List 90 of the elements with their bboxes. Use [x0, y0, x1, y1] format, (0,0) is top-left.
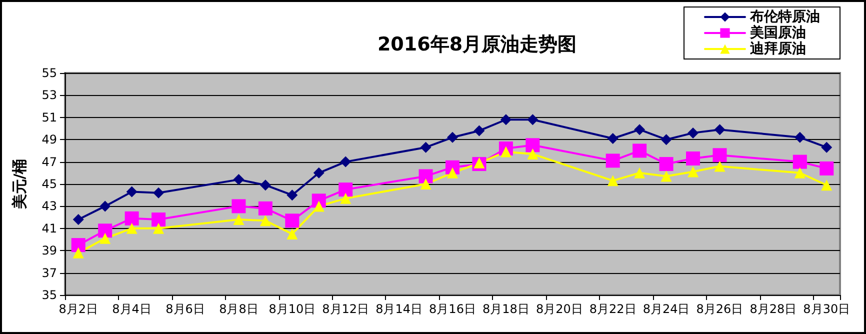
point	[340, 192, 352, 204]
point	[153, 187, 164, 198]
x-tick-label: 8月2日	[58, 302, 98, 316]
legend-label: 布伦特原油	[749, 9, 820, 25]
x-tick-label: 8月20日	[536, 302, 583, 316]
point	[232, 199, 246, 214]
x-tick-label: 8月10日	[268, 302, 316, 316]
y-tick-label: 49	[42, 132, 57, 147]
point	[233, 214, 244, 226]
x-tick-label: 8月26日	[696, 302, 744, 316]
point	[794, 167, 806, 178]
point	[500, 114, 512, 126]
legend-label: 迪拜原油	[749, 41, 806, 57]
x-tick-label: 8月22日	[589, 302, 636, 316]
point	[338, 182, 353, 197]
point	[420, 142, 432, 153]
point	[527, 148, 538, 160]
point	[527, 114, 538, 126]
point	[153, 222, 164, 234]
point	[124, 211, 139, 226]
point	[72, 247, 84, 258]
y-tick-label: 55	[42, 66, 57, 80]
x-tick-label: 8月28日	[750, 302, 797, 316]
point	[500, 146, 512, 158]
x-tick-label: 8月6日	[166, 302, 205, 316]
point	[258, 201, 272, 216]
point	[474, 157, 485, 168]
point	[607, 132, 618, 144]
point	[714, 160, 726, 172]
point	[152, 212, 166, 227]
y-tick-label: 35	[42, 288, 57, 302]
point	[606, 154, 620, 168]
point	[526, 138, 540, 152]
point	[286, 190, 298, 201]
y-tick-label: 43	[42, 199, 57, 214]
point	[474, 125, 485, 136]
point	[688, 127, 699, 138]
point	[686, 151, 700, 166]
point	[634, 167, 646, 178]
x-tick-label: 8月24日	[642, 302, 690, 316]
point	[660, 170, 672, 182]
point	[418, 169, 433, 184]
y-tick-label: 37	[42, 266, 57, 280]
chart-title: 2016年8月原油走势图	[377, 34, 577, 56]
point	[340, 156, 352, 168]
point	[100, 232, 111, 244]
x-tick-label: 8月8日	[219, 302, 258, 316]
point	[820, 161, 834, 176]
point	[233, 174, 244, 186]
y-tick-label: 39	[42, 244, 57, 258]
x-tick-label: 8月30日	[803, 302, 850, 316]
point	[98, 224, 112, 238]
point	[126, 186, 138, 198]
point	[659, 157, 674, 172]
point	[794, 132, 806, 143]
point	[447, 132, 458, 143]
point	[313, 167, 324, 178]
x-tick-label: 8月16日	[429, 302, 476, 316]
x-tick-label: 8月18日	[482, 302, 530, 316]
point	[260, 215, 271, 226]
y-tick-label: 41	[42, 221, 57, 236]
point	[100, 200, 111, 212]
point	[792, 154, 807, 169]
x-tick-label: 8月12日	[322, 302, 370, 316]
point	[285, 214, 300, 228]
point	[420, 178, 432, 190]
y-tick-label: 45	[42, 177, 57, 191]
point	[660, 134, 672, 146]
point	[821, 180, 832, 191]
point	[72, 214, 84, 226]
point	[71, 238, 86, 252]
point	[126, 222, 138, 234]
legend-label: 美国原油	[749, 24, 806, 41]
point	[632, 144, 647, 158]
y-tick-label: 47	[42, 154, 57, 169]
x-tick-label: 8月14日	[376, 302, 423, 316]
point	[714, 124, 726, 136]
x-tick-label: 8月4日	[112, 302, 152, 316]
point	[260, 180, 271, 191]
point	[821, 142, 832, 153]
point	[634, 124, 646, 136]
point	[607, 175, 618, 186]
point	[447, 167, 458, 178]
point	[313, 200, 324, 212]
point	[688, 166, 699, 178]
y-tick-label: 53	[42, 88, 57, 102]
y-tick-label: 51	[42, 110, 57, 124]
point	[286, 228, 298, 240]
y-axis-title: 美元/桶	[10, 158, 28, 210]
point	[712, 148, 727, 162]
